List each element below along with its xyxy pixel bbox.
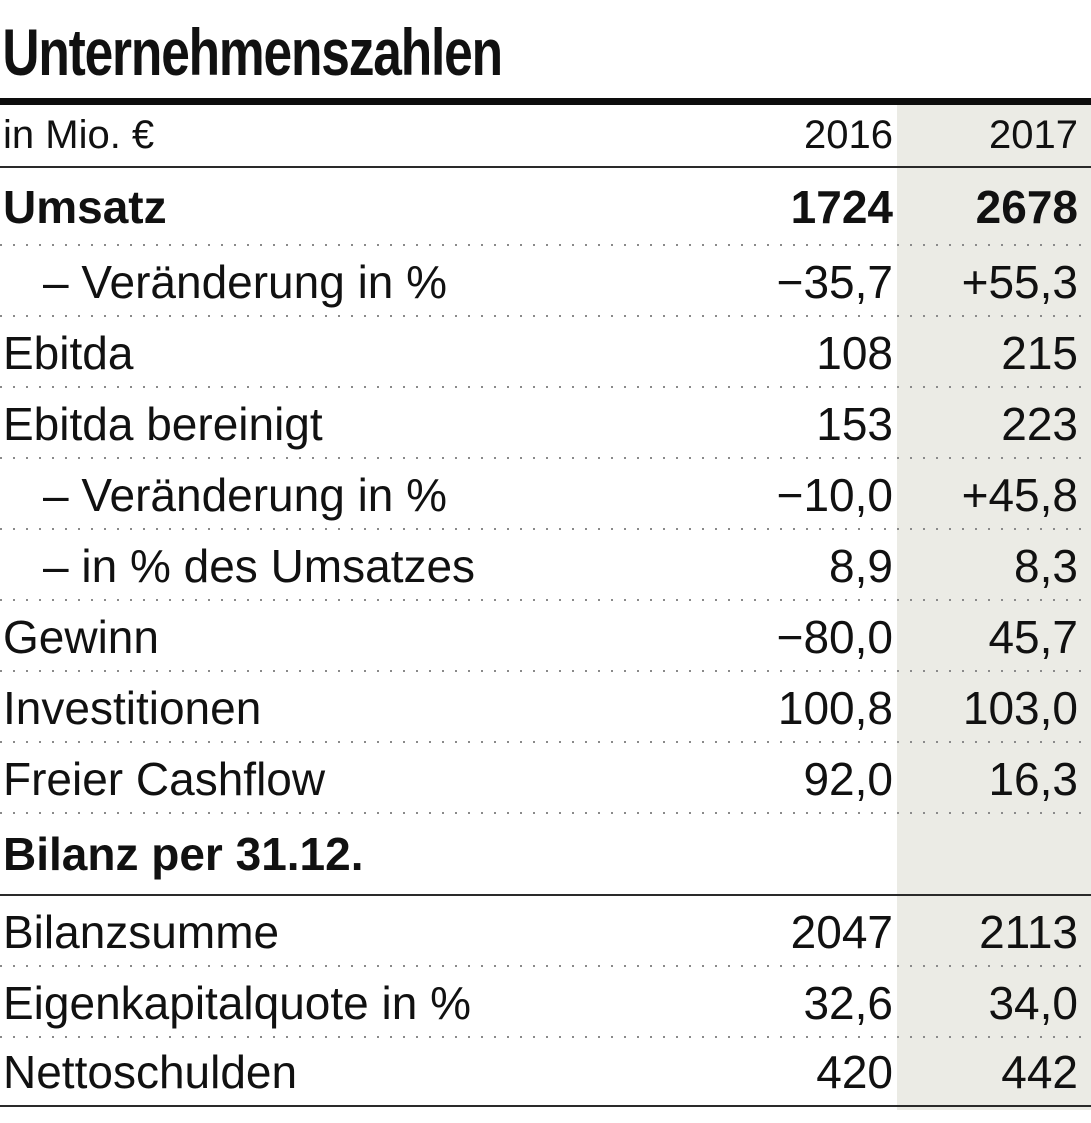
table-row: Bilanzsumme 2047 2113: [0, 896, 1091, 967]
value-2016: 100,8: [777, 681, 893, 734]
table-row: Freier Cashflow 92,0 16,3: [0, 743, 1091, 814]
row-label: Ebitda: [3, 326, 134, 379]
value-2017: 223: [1001, 397, 1078, 450]
table-row: Ebitda bereinigt 153 223: [0, 388, 1091, 459]
value-2016: 32,6: [803, 976, 893, 1029]
highlight-column-2017: [897, 105, 1091, 1110]
value-2016: 153: [816, 397, 893, 450]
row-label: Umsatz: [3, 181, 167, 233]
value-2017: 16,3: [988, 752, 1078, 805]
value-2017: 8,3: [1014, 539, 1078, 592]
row-label: Bilanzsumme: [3, 905, 280, 958]
section-header-row: Bilanz per 31.12.: [0, 814, 1091, 896]
value-2017: 2113: [979, 905, 1078, 958]
value-2017: 2678: [975, 181, 1078, 233]
row-label: – Veränderung in %: [43, 255, 448, 308]
table-row: Gewinn −80,0 45,7: [0, 601, 1091, 672]
value-2016: −35,7: [776, 255, 893, 308]
value-2016: 2047: [790, 905, 893, 958]
row-label: Ebitda bereinigt: [3, 397, 323, 450]
row-label: Nettoschulden: [3, 1045, 298, 1098]
row-label: Investitionen: [3, 681, 262, 734]
table-row: Ebitda 108 215: [0, 317, 1091, 388]
row-label: Eigenkapitalquote in %: [3, 976, 471, 1029]
table-header-row: in Mio. € 2016 2017: [0, 105, 1091, 168]
table-row: Eigenkapitalquote in % 32,6 34,0: [0, 967, 1091, 1038]
table-row: – Veränderung in % −35,7 +55,3: [0, 246, 1091, 317]
column-header-2016: 2016: [804, 113, 893, 157]
table-row: Nettoschulden 420 442: [0, 1038, 1091, 1107]
top-rule: [0, 98, 1091, 105]
table-row: Investitionen 100,8 103,0: [0, 672, 1091, 743]
value-2017: +45,8: [961, 468, 1078, 521]
value-2017: 215: [1001, 326, 1078, 379]
value-2016: 420: [816, 1045, 893, 1098]
page-title: Unternehmenszahlen: [2, 15, 503, 89]
table-row: – in % des Umsatzes 8,9 8,3: [0, 530, 1091, 601]
row-label: – Veränderung in %: [43, 468, 448, 521]
value-2016: −10,0: [776, 468, 893, 521]
value-2016: 92,0: [803, 752, 893, 805]
table: in Mio. € 2016 2017 Umsatz 1724 2678 – Verä…: [0, 105, 1091, 1110]
table-row: – Veränderung in % −10,0 +45,8: [0, 459, 1091, 530]
value-2016: 108: [816, 326, 893, 379]
value-2016: 8,9: [829, 539, 893, 592]
row-label: Bilanz per 31.12.: [3, 828, 364, 880]
value-2017: 103,0: [962, 681, 1078, 734]
value-2017: +55,3: [961, 255, 1078, 308]
unit-label: in Mio. €: [3, 113, 155, 157]
value-2017: 442: [1001, 1045, 1078, 1098]
value-2016: 1724: [790, 181, 893, 233]
table-body: Umsatz 1724 2678 – Veränderung in % −35,7 +55…: [0, 168, 1091, 1107]
column-header-2017: 2017: [989, 113, 1078, 157]
row-label: Gewinn: [3, 610, 159, 663]
row-label: – in % des Umsatzes: [43, 539, 476, 592]
value-2017: 45,7: [988, 610, 1078, 663]
table-row: Umsatz 1724 2678: [0, 168, 1091, 246]
value-2016: −80,0: [776, 610, 893, 663]
value-2017: 34,0: [988, 976, 1078, 1029]
row-label: Freier Cashflow: [3, 752, 326, 805]
